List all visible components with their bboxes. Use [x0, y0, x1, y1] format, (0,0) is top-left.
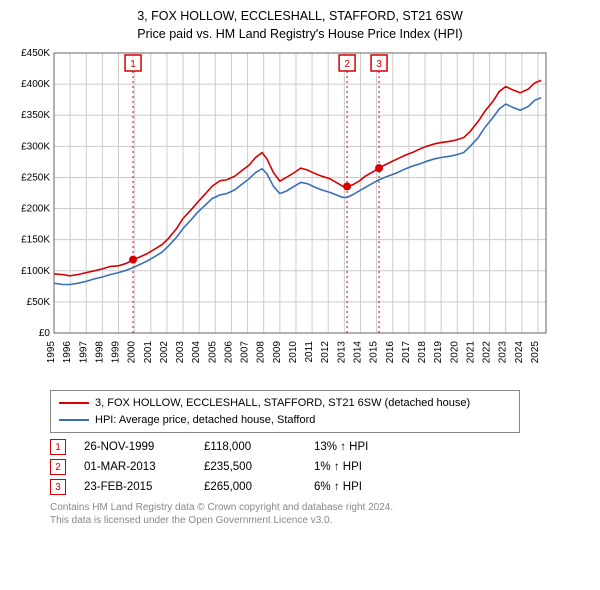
y-tick-label: £150K [21, 235, 50, 246]
legend-box: 3, FOX HOLLOW, ECCLESHALL, STAFFORD, ST2… [50, 390, 520, 433]
sale-row: 2 01-MAR-2013£235,5001% ↑ HPI [50, 459, 590, 475]
x-tick-label: 2016 [385, 341, 396, 364]
sale-marker-box: 2 [50, 459, 66, 475]
title-line-1: 3, FOX HOLLOW, ECCLESHALL, STAFFORD, ST2… [10, 8, 590, 26]
x-tick-label: 2025 [530, 341, 541, 364]
y-tick-label: £0 [39, 328, 51, 339]
sale-marker-box: 3 [50, 479, 66, 495]
y-tick-label: £350K [21, 110, 50, 121]
sale-delta: 13% ↑ HPI [314, 441, 404, 453]
sale-price: £265,000 [204, 481, 314, 493]
x-tick-label: 2022 [482, 341, 493, 364]
x-tick-label: 2009 [272, 341, 283, 364]
sale-delta: 6% ↑ HPI [314, 481, 404, 493]
footnote-line-2: This data is licensed under the Open Gov… [50, 514, 590, 527]
x-tick-label: 2013 [336, 341, 347, 364]
x-tick-label: 1997 [78, 341, 89, 364]
x-tick-label: 2023 [498, 341, 509, 364]
x-tick-label: 2020 [449, 341, 460, 364]
legend-item: 3, FOX HOLLOW, ECCLESHALL, STAFFORD, ST2… [59, 395, 511, 412]
title-line-2: Price paid vs. HM Land Registry's House … [10, 26, 590, 44]
x-tick-label: 2012 [320, 341, 331, 364]
sale-date: 23-FEB-2015 [84, 481, 204, 493]
footnote: Contains HM Land Registry data © Crown c… [50, 501, 590, 527]
line-chart-svg: £0 £50K £100K £150K £200K £250K £300K £350K £400… [10, 49, 556, 379]
sale-price: £118,000 [204, 441, 314, 453]
y-tick-label: £400K [21, 79, 50, 90]
sale-price: £235,500 [204, 461, 314, 473]
sale-marker-num: 3 [376, 59, 382, 70]
chart-area: £0 £50K £100K £150K £200K £250K £300K £350K £400… [10, 49, 590, 384]
sale-date: 26-NOV-1999 [84, 441, 204, 453]
x-tick-label: 1996 [62, 341, 73, 364]
x-tick-label: 2000 [127, 341, 138, 364]
sale-date: 01-MAR-2013 [84, 461, 204, 473]
legend-label: 3, FOX HOLLOW, ECCLESHALL, STAFFORD, ST2… [95, 395, 470, 412]
sale-delta: 1% ↑ HPI [314, 461, 404, 473]
x-tick-label: 2015 [369, 341, 380, 364]
x-tick-label: 2004 [191, 341, 202, 364]
x-tick-label: 2021 [465, 341, 476, 364]
x-tick-label: 2017 [401, 341, 412, 364]
legend-swatch [59, 402, 89, 404]
y-tick-label: £100K [21, 266, 50, 277]
y-tick-label: £50K [27, 297, 51, 308]
x-tick-label: 2006 [223, 341, 234, 364]
x-tick-label: 1999 [111, 341, 122, 364]
y-tick-label: £450K [21, 49, 50, 59]
x-tick-label: 2005 [207, 341, 218, 364]
x-tick-label: 2001 [143, 341, 154, 364]
sale-row: 1 26-NOV-1999£118,00013% ↑ HPI [50, 439, 590, 455]
sales-table: 1 26-NOV-1999£118,00013% ↑ HPI 2 01-MAR-201… [50, 439, 590, 495]
x-tick-label: 2008 [256, 341, 267, 364]
x-tick-label: 2002 [159, 341, 170, 364]
sale-marker-num: 2 [344, 59, 350, 70]
sale-row: 3 23-FEB-2015£265,0006% ↑ HPI [50, 479, 590, 495]
x-tick-label: 2003 [175, 341, 186, 364]
sale-marker-box: 1 [50, 439, 66, 455]
x-tick-label: 1995 [46, 341, 57, 364]
legend-item: HPI: Average price, detached house, Staf… [59, 412, 511, 429]
x-tick-label: 2007 [240, 341, 251, 364]
x-tick-label: 2024 [514, 341, 525, 364]
x-tick-label: 2019 [433, 341, 444, 364]
y-tick-label: £250K [21, 172, 50, 183]
x-tick-label: 2014 [352, 341, 363, 364]
x-tick-label: 2018 [417, 341, 428, 364]
legend-label: HPI: Average price, detached house, Staf… [95, 412, 315, 429]
sale-marker-num: 1 [130, 59, 136, 70]
footnote-line-1: Contains HM Land Registry data © Crown c… [50, 501, 590, 514]
x-tick-label: 1998 [94, 341, 105, 364]
x-tick-label: 2010 [288, 341, 299, 364]
x-tick-label: 2011 [304, 341, 315, 363]
y-tick-label: £300K [21, 141, 50, 152]
title-block: 3, FOX HOLLOW, ECCLESHALL, STAFFORD, ST2… [10, 8, 590, 43]
y-tick-label: £200K [21, 204, 50, 215]
legend-swatch [59, 419, 89, 421]
chart-container: 3, FOX HOLLOW, ECCLESHALL, STAFFORD, ST2… [0, 0, 600, 535]
